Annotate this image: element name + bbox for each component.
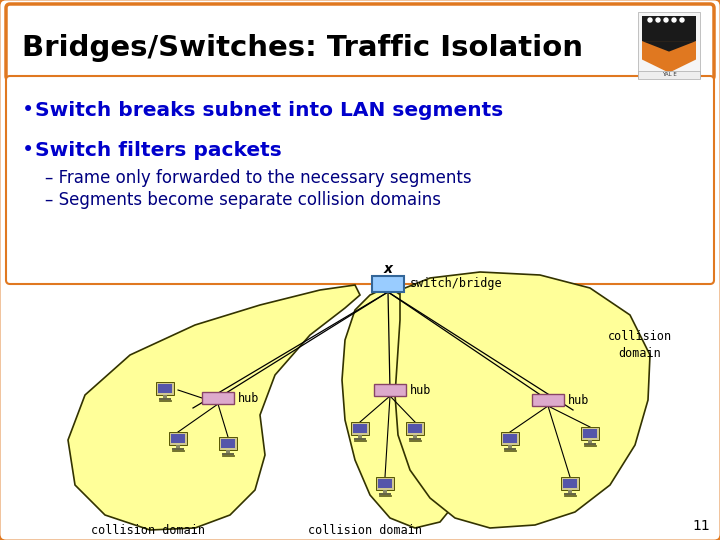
Bar [581, 427, 599, 440]
Text: collision domain: collision domain [308, 523, 422, 537]
Bar [406, 422, 424, 435]
Bar [508, 445, 511, 448]
FancyBboxPatch shape [6, 4, 714, 80]
Text: – Segments become separate collision domains: – Segments become separate collision dom… [45, 191, 441, 209]
Text: •: • [22, 140, 35, 160]
Bar [169, 432, 187, 445]
Bar [564, 493, 576, 495]
Bar [409, 438, 421, 440]
Circle shape [664, 18, 668, 22]
Bar [353, 424, 367, 433]
Bar [172, 450, 184, 451]
Text: 11: 11 [692, 519, 710, 533]
Bar [379, 493, 391, 495]
Bar [504, 450, 516, 451]
Bar [351, 422, 369, 435]
Text: – Frame only forwarded to the necessary segments: – Frame only forwarded to the necessary … [45, 169, 472, 187]
Bar [563, 479, 577, 488]
Circle shape [648, 18, 652, 22]
Bar [503, 434, 517, 443]
Bar [379, 495, 391, 496]
Bar [409, 440, 421, 441]
Bar [501, 432, 519, 445]
Bar [561, 477, 579, 490]
Bar [372, 276, 404, 292]
Bar [222, 453, 234, 455]
Text: collision
domain: collision domain [608, 330, 672, 360]
Bar [374, 384, 406, 396]
Bar [222, 455, 234, 456]
Bar [564, 495, 576, 496]
Bar [583, 429, 597, 438]
Text: collision domain: collision domain [91, 523, 205, 537]
Bar [176, 445, 179, 448]
Bar [638, 12, 700, 78]
Bar [156, 382, 174, 395]
Bar [159, 400, 171, 401]
Circle shape [672, 18, 676, 22]
Bar [172, 448, 184, 450]
Bar [638, 71, 700, 79]
Text: Switch filters packets: Switch filters packets [35, 140, 282, 159]
Bar [158, 384, 172, 393]
Bar [226, 450, 230, 453]
FancyBboxPatch shape [6, 76, 714, 284]
Bar [376, 477, 394, 490]
Text: YAL E: YAL E [662, 71, 676, 77]
Circle shape [656, 18, 660, 22]
Bar [219, 437, 237, 450]
Bar [202, 392, 234, 404]
Text: •: • [22, 100, 35, 120]
Text: Bridges/Switches: Traffic Isolation: Bridges/Switches: Traffic Isolation [22, 34, 583, 62]
Bar [584, 443, 596, 445]
Text: hub: hub [410, 383, 431, 396]
Text: Switch breaks subnet into LAN segments: Switch breaks subnet into LAN segments [35, 100, 503, 119]
Bar [378, 479, 392, 488]
Bar [584, 445, 596, 446]
Bar [408, 424, 422, 433]
Text: hub: hub [238, 392, 259, 404]
Bar [504, 448, 516, 450]
Bar [354, 440, 366, 441]
Polygon shape [642, 41, 696, 73]
Text: x: x [384, 262, 392, 276]
Bar [354, 438, 366, 440]
Polygon shape [395, 272, 650, 528]
Bar [642, 16, 696, 41]
Bar [171, 434, 185, 443]
Bar [532, 394, 564, 406]
Bar [569, 490, 572, 493]
Bar [384, 490, 387, 493]
Bar [359, 435, 361, 438]
Polygon shape [342, 288, 465, 528]
Bar [163, 395, 166, 398]
Bar [159, 398, 171, 400]
Bar [221, 439, 235, 448]
Text: switch/bridge: switch/bridge [410, 278, 503, 291]
Text: hub: hub [568, 394, 590, 407]
Polygon shape [642, 41, 696, 52]
Polygon shape [68, 285, 360, 530]
Circle shape [680, 18, 684, 22]
Bar [413, 435, 417, 438]
Bar [588, 440, 592, 443]
